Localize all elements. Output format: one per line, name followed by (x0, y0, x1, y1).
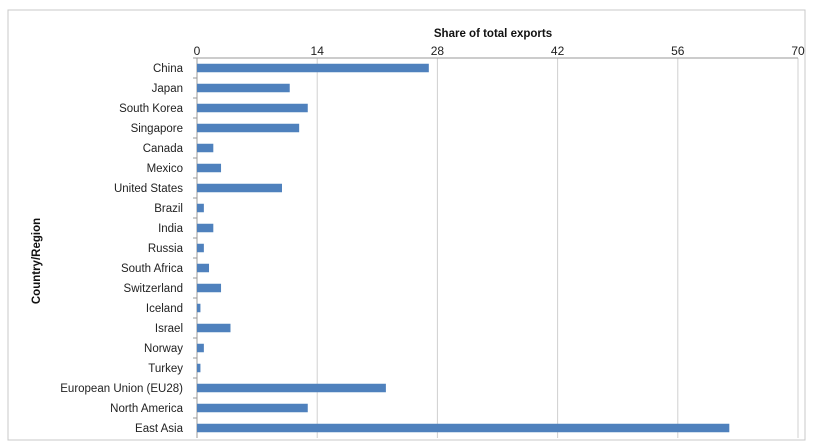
bar (197, 263, 210, 273)
bar (197, 143, 214, 153)
category-label: European Union (EU28) (60, 383, 183, 395)
category-label: India (158, 223, 184, 235)
x-tick-label: 14 (311, 44, 325, 58)
category-label: South Korea (119, 103, 184, 115)
category-labels: China Japan South Korea Singapore Canada Mexi… (60, 63, 183, 435)
bar (197, 123, 300, 133)
x-axis-title: Share of total exports (434, 28, 552, 40)
category-label: Iceland (146, 303, 183, 315)
x-tick-label: 28 (431, 44, 445, 58)
category-label: China (153, 63, 184, 75)
category-label: Norway (144, 343, 183, 355)
bar (197, 243, 204, 253)
bar (197, 103, 308, 113)
bar (197, 223, 214, 233)
bar (197, 383, 386, 393)
category-label: Mexico (147, 163, 183, 175)
grid-lines (193, 57, 799, 438)
x-tick-label: 42 (551, 44, 565, 58)
bars (197, 63, 730, 433)
bar (197, 323, 231, 333)
category-label: Brazil (154, 203, 183, 215)
bar (197, 303, 201, 313)
category-label: South Africa (121, 263, 184, 275)
y-axis-title: Country/Region (31, 218, 43, 304)
x-tick-label: 70 (791, 44, 805, 58)
bar (197, 423, 730, 433)
bar (197, 63, 429, 73)
category-label: Switzerland (124, 283, 183, 295)
chart-frame (7, 9, 806, 441)
x-tick-label: 0 (194, 44, 201, 58)
bar (197, 163, 222, 173)
category-label: United States (114, 183, 183, 195)
category-label: East Asia (135, 423, 184, 435)
category-label: Canada (143, 143, 184, 155)
category-label: Singapore (131, 123, 183, 135)
x-tick-label: 56 (671, 44, 685, 58)
category-label: Turkey (148, 363, 183, 375)
bar (197, 403, 308, 413)
category-label: Japan (152, 83, 183, 95)
bar (197, 283, 222, 293)
category-label: North America (110, 403, 183, 415)
category-label: Israel (155, 323, 183, 335)
bar (197, 363, 201, 373)
x-tick-labels: 0 14 28 42 56 70 (194, 44, 805, 58)
bar (197, 183, 282, 193)
category-label: Russia (148, 243, 184, 255)
bar (197, 343, 204, 353)
bar (197, 203, 204, 213)
bar (197, 83, 290, 93)
